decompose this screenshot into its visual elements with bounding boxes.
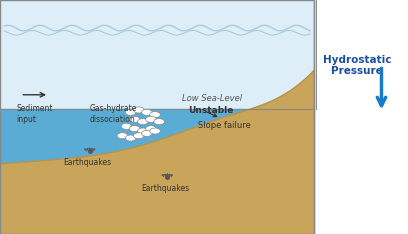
- Circle shape: [137, 128, 148, 134]
- Circle shape: [150, 112, 160, 118]
- Circle shape: [129, 116, 140, 122]
- Text: Gas-hydrate
dissociation: Gas-hydrate dissociation: [90, 104, 137, 124]
- Circle shape: [117, 133, 128, 139]
- Circle shape: [146, 116, 156, 122]
- Circle shape: [142, 130, 152, 136]
- Text: Sediment
input: Sediment input: [16, 104, 53, 124]
- Circle shape: [142, 109, 152, 115]
- Circle shape: [133, 133, 144, 139]
- Circle shape: [129, 126, 140, 132]
- Text: Earthquakes: Earthquakes: [63, 158, 111, 167]
- Circle shape: [125, 109, 136, 115]
- Polygon shape: [0, 70, 314, 234]
- Circle shape: [125, 135, 136, 141]
- Text: Hydrostatic
Pressure: Hydrostatic Pressure: [323, 55, 391, 76]
- Text: Low Sea-Level: Low Sea-Level: [182, 94, 242, 103]
- Circle shape: [133, 107, 144, 113]
- Text: Slope failure: Slope failure: [198, 121, 251, 129]
- Circle shape: [137, 119, 148, 125]
- Circle shape: [154, 119, 164, 125]
- Text: Unstable: Unstable: [188, 106, 233, 115]
- Polygon shape: [0, 0, 314, 109]
- Text: Earthquakes: Earthquakes: [141, 184, 189, 193]
- FancyBboxPatch shape: [0, 0, 314, 105]
- Circle shape: [146, 126, 156, 132]
- Circle shape: [150, 128, 160, 134]
- Circle shape: [121, 123, 132, 129]
- Polygon shape: [0, 70, 314, 164]
